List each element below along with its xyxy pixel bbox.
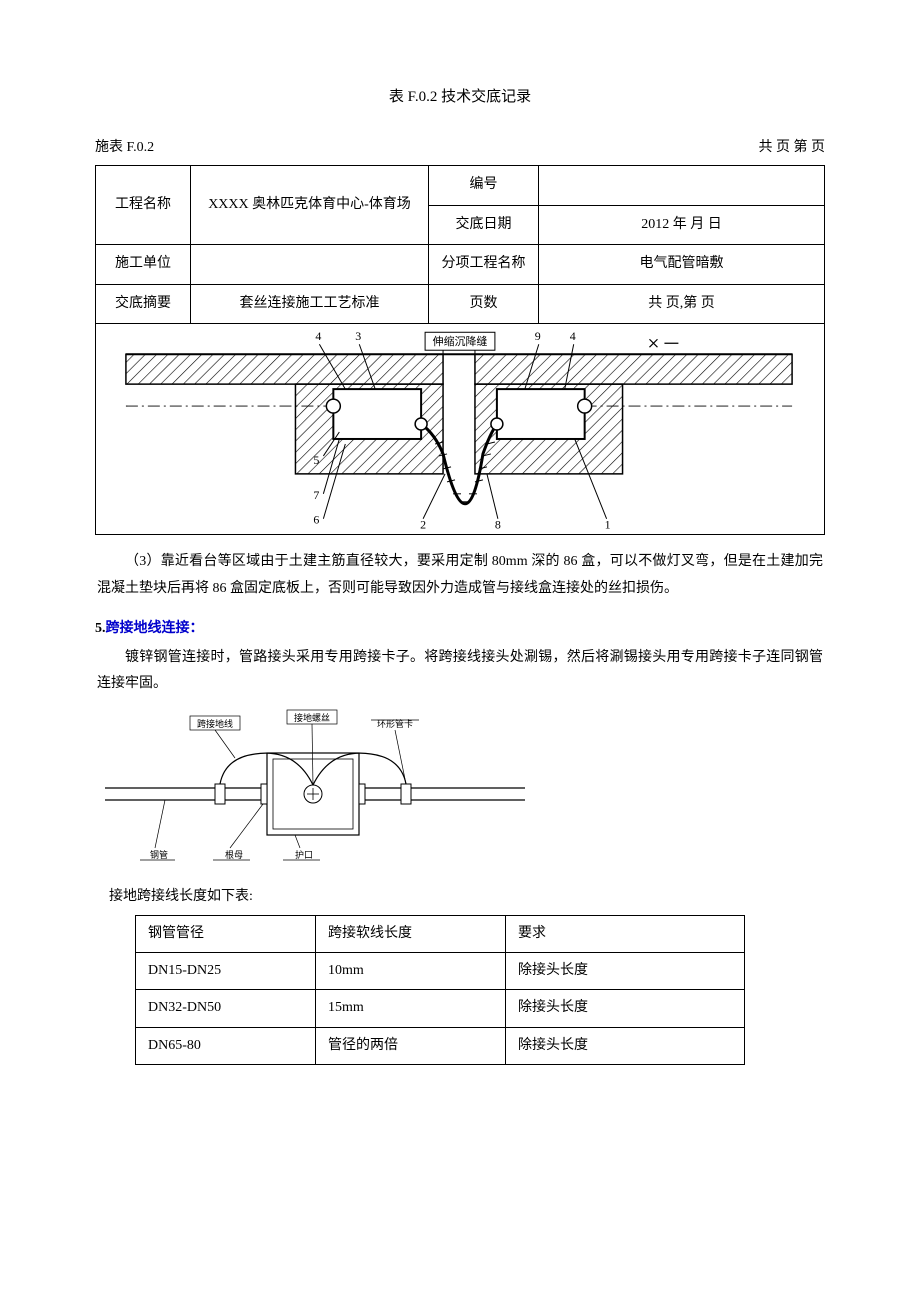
cell-pages-value: 共 页,第 页: [539, 284, 825, 323]
header-table: 工程名称 XXXX 奥林匹克体育中心-体育场 编号 交底日期 2012 年 月 …: [95, 165, 825, 324]
table-row: DN15-DN25 10mm 除接头长度: [136, 952, 745, 989]
section-5-heading: 5.跨接地线连接：: [95, 618, 825, 640]
cell-unit-value: [191, 245, 429, 284]
d2-b3: 护口: [295, 849, 313, 860]
cell-unit-label: 施工单位: [96, 245, 191, 284]
grounding-jumper-diagram: 跨接地线 接地螺丝 环形管卡 钢管 根母 护口: [95, 708, 535, 868]
cell-pages-label: 页数: [429, 284, 539, 323]
d1-n4b: 4: [570, 329, 576, 343]
td: 10mm: [316, 952, 506, 989]
td: 除接头长度: [506, 990, 745, 1027]
td: 除接头长度: [506, 952, 745, 989]
d1-n7: 7: [313, 488, 319, 502]
d2-l1: 跨接地线: [197, 718, 233, 729]
diagram-1-container: 伸缩沉降缝 4 3 9 4 5 7 6 2 8 1: [95, 324, 825, 535]
cell-subproj-label: 分项工程名称: [429, 245, 539, 284]
d1-n2: 2: [420, 518, 426, 532]
diagram-2-container: 跨接地线 接地螺丝 环形管卡 钢管 根母 护口: [95, 708, 825, 876]
para5-text: 镀锌钢管连接时，管路接头采用专用跨接卡子。将跨接线接头处涮锡，然后将涮锡接头用专…: [97, 645, 823, 698]
d1-n6: 6: [313, 513, 319, 527]
td: DN65-80: [136, 1027, 316, 1064]
table-row: DN32-DN50 15mm 除接头长度: [136, 990, 745, 1027]
data-table-caption: 接地跨接线长度如下表:: [95, 886, 825, 908]
sub-header-right: 共 页 第 页: [759, 137, 826, 159]
jumper-length-table: 钢管管径 跨接软线长度 要求 DN15-DN25 10mm 除接头长度 DN32…: [135, 915, 745, 1066]
cell-project-label: 工程名称: [96, 166, 191, 245]
d2-l2: 接地螺丝: [294, 712, 330, 723]
sub-header-left: 施表 F.0.2: [95, 137, 154, 159]
paragraph-3: （3）靠近看台等区域由于土建主筋直径较大，要采用定制 80mm 深的 86 盒，…: [95, 549, 825, 602]
table-row: 钢管管径 跨接软线长度 要求: [136, 915, 745, 952]
cell-summary-label: 交底摘要: [96, 284, 191, 323]
d2-b1: 钢管: [150, 849, 168, 860]
paragraph-5: 镀锌钢管连接时，管路接头采用专用跨接卡子。将跨接线接头处涮锡，然后将涮锡接头用专…: [95, 645, 825, 698]
d2-b2: 根母: [225, 849, 243, 860]
cell-subproj-value: 电气配管暗敷: [539, 245, 825, 284]
cell-date-value: 2012 年 月 日: [539, 205, 825, 244]
document-title: 表 F.0.2 技术交底记录: [95, 85, 825, 109]
cell-number-label: 编号: [429, 166, 539, 205]
d1-n1: 1: [605, 518, 611, 532]
d1-n4a: 4: [315, 329, 321, 343]
d1-n5: 5: [313, 453, 319, 467]
cell-project-value: XXXX 奥林匹克体育中心-体育场: [191, 166, 429, 245]
th-col2: 跨接软线长度: [316, 915, 506, 952]
td: 管径的两倍: [316, 1027, 506, 1064]
sec5-num: 5.: [95, 621, 106, 636]
td: DN15-DN25: [136, 952, 316, 989]
td: 15mm: [316, 990, 506, 1027]
sec5-title: 跨接地线连接: [106, 621, 190, 636]
sub-header: 施表 F.0.2 共 页 第 页: [95, 137, 825, 159]
d1-top-label: 伸缩沉降缝: [433, 334, 488, 348]
para3-text: （3）靠近看台等区域由于土建主筋直径较大，要采用定制 80mm 深的 86 盒，…: [97, 549, 823, 602]
table-row: DN65-80 管径的两倍 除接头长度: [136, 1027, 745, 1064]
td: DN32-DN50: [136, 990, 316, 1027]
th-col3: 要求: [506, 915, 745, 952]
th-col1: 钢管管径: [136, 915, 316, 952]
expansion-joint-diagram: 伸缩沉降缝 4 3 9 4 5 7 6 2 8 1: [96, 324, 824, 534]
cell-summary-value: 套丝连接施工工艺标准: [191, 284, 429, 323]
cell-number-value: [539, 166, 825, 205]
cell-date-label: 交底日期: [429, 205, 539, 244]
td: 除接头长度: [506, 1027, 745, 1064]
d1-n8: 8: [495, 518, 501, 532]
d1-n9: 9: [535, 329, 541, 343]
d1-n3: 3: [355, 329, 361, 343]
sec5-colon: ：: [190, 621, 204, 636]
